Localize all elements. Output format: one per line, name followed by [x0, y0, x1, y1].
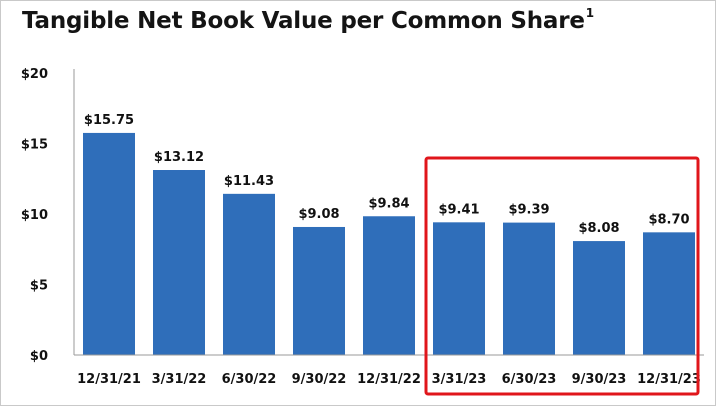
x-tick-label: 6/30/23	[502, 372, 557, 387]
x-tick-label: 3/31/22	[152, 372, 207, 387]
chart-title: Tangible Net Book Value per Common Share…	[22, 6, 594, 34]
bar	[363, 216, 415, 355]
bar-value-label: $9.08	[298, 207, 339, 222]
value-labels: $15.75 $13.12 $11.43 $9.08 $9.84 $9.41 $9.39 $8…	[84, 113, 690, 236]
bar	[643, 232, 695, 355]
y-tick-label: $0	[30, 349, 48, 364]
title-footnote-marker: 1	[585, 6, 594, 21]
x-tick-label: 12/31/23	[637, 372, 701, 387]
bar	[293, 226, 345, 355]
x-tick-label: 6/30/22	[222, 372, 277, 387]
bar	[433, 222, 485, 355]
bar-value-label: $8.08	[578, 221, 619, 236]
bar	[153, 170, 205, 355]
x-axis: 12/31/21 3/31/22 6/30/22 9/30/22 12/31/22 3/3…	[74, 354, 704, 387]
bar-value-label: $15.75	[84, 113, 134, 128]
bar	[503, 222, 555, 355]
highlight-box	[424, 156, 700, 396]
bar-value-label: $13.12	[154, 150, 204, 165]
x-tick-label: 9/30/22	[292, 372, 347, 387]
x-tick-label: 12/31/22	[357, 372, 421, 387]
bar-value-label: $11.43	[224, 174, 274, 189]
bar	[223, 193, 275, 355]
chart-title-text: Tangible Net Book Value per Common Share	[22, 8, 585, 34]
bar	[573, 241, 625, 355]
y-tick-label: $5	[30, 279, 48, 294]
bar-value-label: $9.39	[508, 203, 549, 218]
x-tick-label: 12/31/21	[77, 372, 141, 387]
bar-value-label: $8.70	[648, 212, 689, 227]
x-tick-label: 3/31/23	[432, 372, 487, 387]
y-tick-label: $15	[21, 138, 48, 153]
highlight	[424, 156, 700, 396]
bar	[83, 132, 135, 355]
y-tick-label: $10	[21, 208, 48, 223]
x-tick-label: 9/30/23	[572, 372, 627, 387]
y-axis: $0 $5 $10 $15 $20	[21, 67, 75, 364]
bar-value-label: $9.41	[438, 202, 479, 217]
y-tick-label: $20	[21, 67, 48, 82]
bars	[83, 132, 695, 355]
bar-value-label: $9.84	[368, 196, 409, 211]
